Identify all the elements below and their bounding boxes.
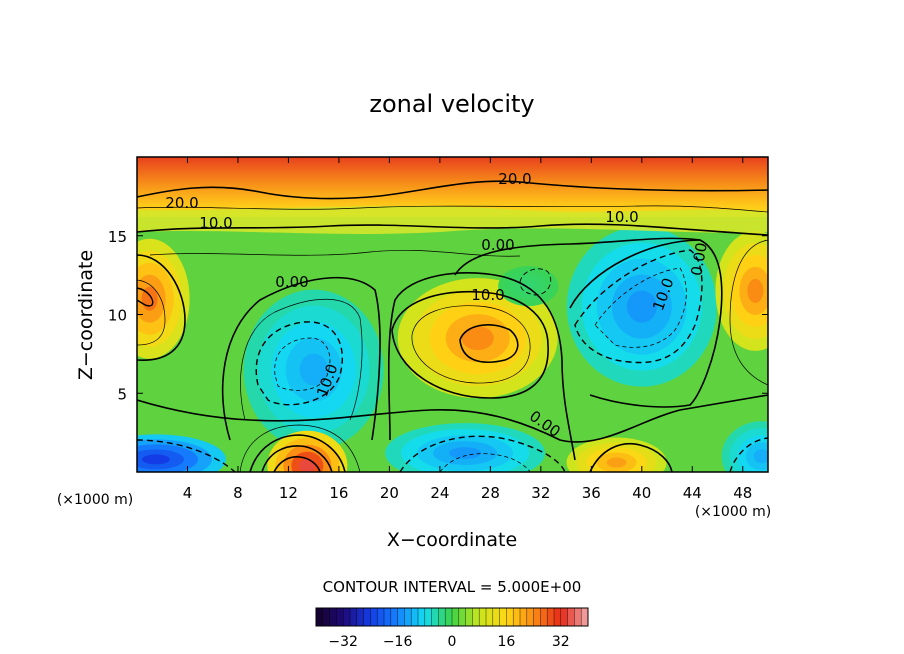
colorbar-cell <box>547 608 554 626</box>
colorbar-cell <box>370 608 377 626</box>
y-tick-label: 10 <box>108 307 127 325</box>
colorbar-cell <box>561 608 568 626</box>
colorbar-cell <box>554 608 561 626</box>
x-tick-label: 36 <box>582 484 601 502</box>
x-tick-label: 48 <box>733 484 752 502</box>
colorbar-cell <box>357 608 364 626</box>
colorbar-cell <box>513 608 520 626</box>
colorbar-cell <box>404 608 411 626</box>
colorbar-cell <box>411 608 418 626</box>
colorbar-cell <box>479 608 486 626</box>
contour-label: 20.0 <box>165 194 198 212</box>
colorbar-cell <box>452 608 459 626</box>
x-tick-label: 8 <box>233 484 243 502</box>
field-blob <box>522 282 534 290</box>
colorbar-tick-label: 0 <box>448 634 457 650</box>
x-tick-label: 40 <box>632 484 651 502</box>
field-blob <box>449 447 481 459</box>
colorbar-cell <box>323 608 330 626</box>
field-blob <box>607 458 627 468</box>
x-tick-label: 44 <box>683 484 702 502</box>
colorbar-cell <box>384 608 391 626</box>
colorbar-cell <box>493 608 500 626</box>
contour-label: 10.0 <box>605 208 638 226</box>
colorbar-cell <box>316 608 323 626</box>
colorbar-cell <box>574 608 581 626</box>
colorbar-cell <box>336 608 343 626</box>
x-tick-label: 12 <box>279 484 298 502</box>
x-unit-label-right: (×1000 m) <box>695 504 771 520</box>
colorbar-cell <box>527 608 534 626</box>
colorbar-ticks: −32 −16 0 16 32 <box>328 634 569 650</box>
contour-interval-label: CONTOUR INTERVAL = 5.000E+00 <box>323 578 582 596</box>
colorbar-cell <box>459 608 466 626</box>
colorbar-tick-label: −16 <box>383 634 413 650</box>
colorbar-cell <box>472 608 479 626</box>
colorbar-cell <box>364 608 371 626</box>
y-tick-label: 5 <box>117 385 127 403</box>
colorbar-cell <box>330 608 337 626</box>
colorbar-cell <box>343 608 350 626</box>
colorbar-tick-label: 16 <box>497 634 515 650</box>
colorbar-cell <box>540 608 547 626</box>
colorbar-cell <box>500 608 507 626</box>
colorbar-cell <box>520 608 527 626</box>
x-tick-label: 16 <box>329 484 348 502</box>
contour-label: 0.00 <box>275 273 308 291</box>
colorbar-cell <box>581 608 588 626</box>
field-blob <box>142 454 170 464</box>
colorbar-cell <box>438 608 445 626</box>
x-unit-label-left: (×1000 m) <box>57 492 133 508</box>
y-axis-label: Z−coordinate <box>75 250 97 380</box>
colorbar-tick-label: −32 <box>328 634 358 650</box>
x-tick-label: 28 <box>481 484 500 502</box>
field-blob <box>747 279 763 303</box>
x-axis-label: X−coordinate <box>387 529 517 551</box>
colorbar-cell <box>568 608 575 626</box>
colorbar-cell <box>466 608 473 626</box>
colorbar-cell <box>391 608 398 626</box>
contour-label: 0.00 <box>481 236 514 254</box>
x-tick-label: 24 <box>430 484 449 502</box>
contour-label: 20.0 <box>498 170 531 188</box>
colorbar-cell <box>534 608 541 626</box>
colorbar-cell <box>418 608 425 626</box>
y-tick-label: 15 <box>108 228 127 246</box>
colorbar-cell <box>506 608 513 626</box>
contour-label: 10.0 <box>199 214 232 232</box>
field-blob <box>299 459 315 473</box>
colorbar-cell <box>432 608 439 626</box>
colorbar-cell <box>377 608 384 626</box>
x-tick-label: 20 <box>380 484 399 502</box>
colorbar-tick-label: 32 <box>552 634 570 650</box>
colorbar <box>316 608 588 626</box>
chart: zonal velocity <box>0 0 904 654</box>
colorbar-cell <box>425 608 432 626</box>
contour-label: 10.0 <box>471 286 504 304</box>
colorbar-cell <box>350 608 357 626</box>
x-tick-label: 32 <box>531 484 550 502</box>
colorbar-cell <box>486 608 493 626</box>
colorbar-cell <box>398 608 405 626</box>
colorbar-cell <box>445 608 452 626</box>
chart-title: zonal velocity <box>369 90 534 118</box>
field-blob <box>462 326 494 350</box>
x-tick-label: 4 <box>183 484 193 502</box>
